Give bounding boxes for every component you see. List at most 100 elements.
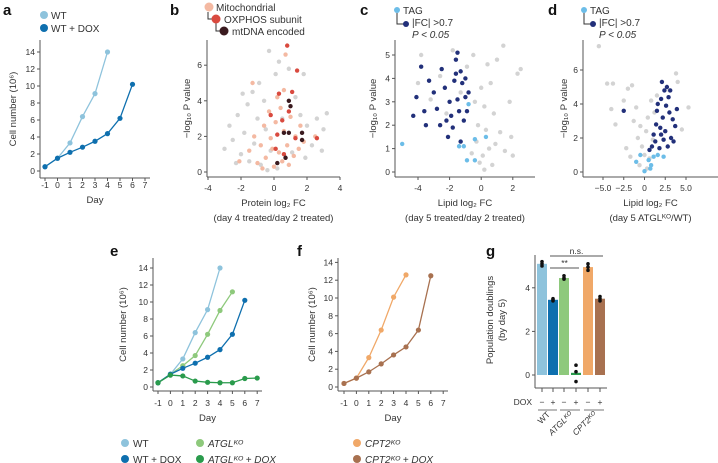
replicate-point xyxy=(598,294,602,299)
y-axis-title: Cell number (10⁶) xyxy=(8,72,19,147)
scatter-point xyxy=(237,159,242,164)
scatter-point xyxy=(281,152,287,157)
x-tick-label: 0 xyxy=(55,180,60,190)
x-tick-label: −2.5 xyxy=(615,183,632,193)
dox-sign: + xyxy=(598,397,603,407)
x-tick-label: 6 xyxy=(242,398,247,408)
scatter-point xyxy=(666,95,671,100)
scatter-point xyxy=(250,80,255,86)
x-tick-label: -2 xyxy=(446,183,454,193)
replicate-point xyxy=(574,363,578,367)
scatter-point xyxy=(642,168,647,174)
x-axis-title-line2: (day 5 ATGLᴷᴼ/WT) xyxy=(609,213,691,224)
x-tick-label: 7 xyxy=(143,180,148,190)
y-tick-label: 10 xyxy=(26,81,36,91)
scatter-point xyxy=(298,112,303,118)
scatter-point xyxy=(490,162,495,168)
bar xyxy=(571,372,581,375)
scatter-point xyxy=(261,98,267,104)
data-point xyxy=(366,369,372,375)
y-tick-label: 0 xyxy=(143,382,148,392)
scatter-point xyxy=(634,159,639,164)
scatter-point xyxy=(509,134,514,140)
scatter-point xyxy=(276,91,282,96)
dox-sign: + xyxy=(551,397,556,407)
scatter-point xyxy=(673,123,678,129)
panel-label-c: c xyxy=(360,2,368,19)
panel-label-a: a xyxy=(3,2,12,19)
scatter-point xyxy=(686,105,691,110)
scatter-point xyxy=(255,160,260,166)
data-point xyxy=(192,378,198,384)
scatter-point xyxy=(477,160,482,165)
scatter-point xyxy=(258,143,263,148)
legend-label: WT + DOX xyxy=(51,24,100,35)
scatter-point xyxy=(624,146,629,151)
y-tick-label: 2 xyxy=(30,149,35,159)
significance-label: n.s. xyxy=(570,246,584,256)
scatter-point xyxy=(439,66,444,72)
dox-sign: − xyxy=(562,397,567,407)
scatter-point xyxy=(654,108,660,114)
scatter-point xyxy=(642,152,647,158)
legend-label: TAG xyxy=(403,6,423,17)
scatter-point xyxy=(453,57,459,62)
y-tick-label: 8 xyxy=(328,311,333,321)
data-point xyxy=(353,375,359,381)
scatter-point xyxy=(324,111,329,116)
x-axis-title: Lipid log₂ FC xyxy=(438,198,493,209)
data-point xyxy=(217,380,223,386)
y-tick-label: 6 xyxy=(328,329,333,339)
scatter-point xyxy=(456,144,462,149)
scatter-point xyxy=(276,59,282,64)
legend-marker-wt-dox xyxy=(40,24,48,32)
data-point xyxy=(104,49,111,55)
scatter-point xyxy=(265,168,270,173)
scatter-point xyxy=(314,135,320,141)
scatter-point xyxy=(268,112,273,118)
y-axis-title-line2: (by day 5) xyxy=(497,299,508,341)
scatter-point xyxy=(673,71,679,76)
legend-b: Mitochondrial OXPHOS subunit mtDNA encod… xyxy=(204,2,305,38)
scatter-point xyxy=(471,52,476,58)
scatter-point xyxy=(286,162,292,168)
scatter-point xyxy=(665,144,670,149)
replicate-point xyxy=(586,268,590,273)
scatter-point xyxy=(515,71,520,76)
x-axis-title: Day xyxy=(87,195,104,206)
x-tick-label: 7 xyxy=(441,398,446,408)
bar xyxy=(583,267,593,375)
scatter-point xyxy=(288,103,293,109)
scatter-point xyxy=(233,160,239,166)
scatter-point xyxy=(455,50,460,55)
x-tick-label: 3 xyxy=(391,398,396,408)
scatter-point xyxy=(240,91,245,96)
data-point xyxy=(79,144,86,150)
legend-label: CPT2ᴷᴼ + DOX xyxy=(365,455,433,463)
scatter-point xyxy=(659,79,665,85)
data-point xyxy=(205,354,211,360)
y-tick-label: 0 xyxy=(30,166,35,176)
scatter-point xyxy=(423,123,429,128)
scatter-point xyxy=(667,110,672,115)
scatter-point xyxy=(247,159,252,164)
panel-label-e: e xyxy=(110,243,118,260)
scatter-point xyxy=(649,144,655,149)
scatter-point xyxy=(275,95,280,100)
scatter-point xyxy=(415,80,421,86)
bar xyxy=(595,298,605,375)
y-tick-label: 2 xyxy=(525,326,530,336)
panel-label-g: g xyxy=(486,243,495,260)
scatter-point xyxy=(613,122,618,127)
scatter-point xyxy=(472,99,478,105)
scatter-point xyxy=(460,80,465,86)
x-axis-title-line2: (day 4 treated/day 2 treated) xyxy=(214,213,334,224)
scatter-point xyxy=(631,118,636,124)
scatter-point xyxy=(273,119,278,125)
data-point xyxy=(67,149,73,155)
x-tick-label: -4 xyxy=(414,183,422,193)
scatter-point xyxy=(258,162,263,168)
x-tick-label: -1 xyxy=(41,180,49,190)
y-axis-title: −log₁₀ P value xyxy=(368,79,379,139)
legend-c: TAG |FC| >0.7 P < 0.05 xyxy=(394,6,453,41)
